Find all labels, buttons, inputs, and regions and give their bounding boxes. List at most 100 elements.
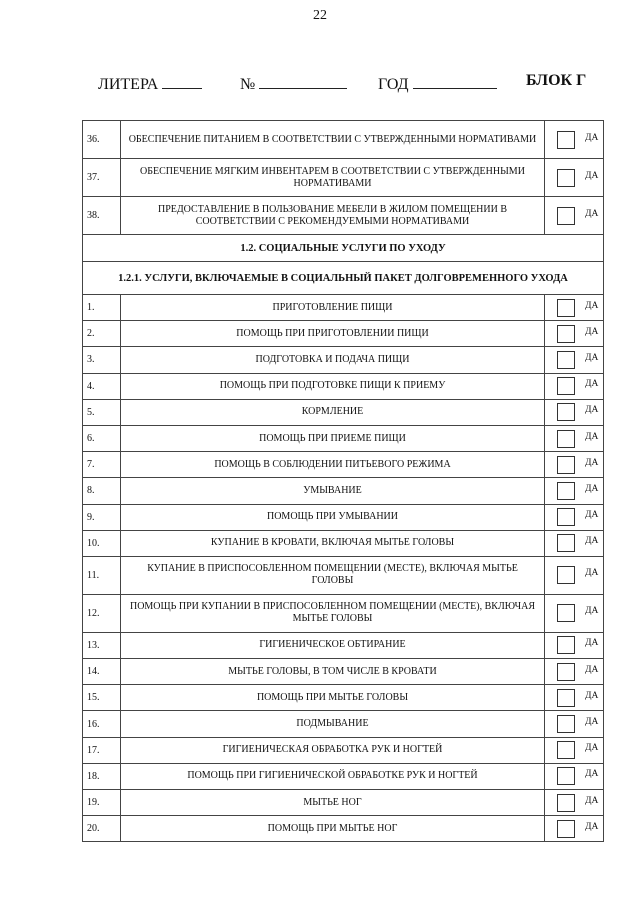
yes-label: ДА <box>585 431 599 442</box>
yes-label: ДА <box>585 769 599 780</box>
service-text: ПОМОЩЬ ПРИ КУПАНИИ В ПРИСПОСОБЛЕННОМ ПОМ… <box>120 593 545 633</box>
yes-cell: ДА <box>544 503 604 531</box>
yes-cell: ДА <box>544 120 604 159</box>
table-row: 19. МЫТЬЕ НОГ ДА <box>82 788 604 817</box>
yes-checkbox[interactable] <box>557 168 575 187</box>
row-number: 6. <box>82 424 121 453</box>
service-text: КУПАНИЕ В ПРИСПОСОБЛЕННОМ ПОМЕЩЕНИИ (МЕС… <box>120 555 545 595</box>
yes-label: ДА <box>585 568 599 579</box>
service-text: ПОДМЫВАНИЕ <box>120 710 545 738</box>
litera-field: ЛИТЕРА <box>98 74 203 94</box>
year-label: ГОД <box>378 76 409 93</box>
yes-cell: ДА <box>544 158 604 197</box>
yes-checkbox[interactable] <box>557 767 575 786</box>
table-row: 4. ПОМОЩЬ ПРИ ПОДГОТОВКЕ ПИЩИ К ПРИЕМУ Д… <box>82 372 604 400</box>
row-number: 20. <box>82 815 121 843</box>
yes-label: ДА <box>585 690 599 701</box>
yes-checkbox[interactable] <box>557 688 575 707</box>
yes-checkbox[interactable] <box>557 377 575 396</box>
service-text: ПОМОЩЬ ПРИ ПРИЕМЕ ПИЩИ <box>120 424 545 453</box>
yes-cell: ДА <box>544 293 604 322</box>
year-field: ГОД <box>378 74 497 94</box>
yes-label: ДА <box>585 457 599 468</box>
table-row: 8. УМЫВАНИЕ ДА <box>82 477 604 505</box>
row-number: 10. <box>82 529 121 557</box>
section-row: 1.2.1. УСЛУГИ, ВКЛЮЧАЕМЫЕ В СОЦИАЛЬНЫЙ П… <box>82 261 604 295</box>
row-number: 38. <box>82 196 121 235</box>
yes-checkbox[interactable] <box>557 324 575 343</box>
yes-label: ДА <box>585 326 599 337</box>
yes-label: ДА <box>585 664 599 675</box>
yes-label: ДА <box>585 170 599 181</box>
yes-cell: ДА <box>544 555 604 595</box>
yes-checkbox[interactable] <box>557 566 575 585</box>
service-text: ПОДГОТОВКА И ПОДАЧА ПИЩИ <box>120 346 545 374</box>
block-label: БЛОК Г <box>526 72 587 89</box>
number-blank[interactable] <box>259 74 348 89</box>
row-number: 3. <box>82 346 121 374</box>
row-number: 9. <box>82 503 121 531</box>
yes-cell: ДА <box>544 658 604 686</box>
section-heading: 1.2.1. УСЛУГИ, ВКЛЮЧАЕМЫЕ В СОЦИАЛЬНЫЙ П… <box>82 261 604 295</box>
yes-checkbox[interactable] <box>557 508 575 527</box>
yes-checkbox[interactable] <box>557 534 575 553</box>
yes-label: ДА <box>585 510 599 521</box>
yes-checkbox[interactable] <box>557 455 575 474</box>
service-text: ПРЕДОСТАВЛЕНИЕ В ПОЛЬЗОВАНИЕ МЕБЕЛИ В ЖИ… <box>120 196 545 235</box>
yes-checkbox[interactable] <box>557 662 575 681</box>
yes-checkbox[interactable] <box>557 206 575 225</box>
row-number: 36. <box>82 120 121 159</box>
yes-checkbox[interactable] <box>557 298 575 317</box>
table-row: 17. ГИГИЕНИЧЕСКАЯ ОБРАБОТКА РУК И НОГТЕЙ… <box>82 736 604 764</box>
yes-label: ДА <box>585 821 599 832</box>
yes-cell: ДА <box>544 684 604 712</box>
yes-label: ДА <box>585 208 599 219</box>
yes-label: ДА <box>585 743 599 754</box>
table-row: 14. МЫТЬЕ ГОЛОВЫ, В ТОМ ЧИСЛЕ В КРОВАТИ … <box>82 658 604 686</box>
yes-checkbox[interactable] <box>557 429 575 448</box>
litera-label: ЛИТЕРА <box>98 76 159 93</box>
row-number: 1. <box>82 293 121 322</box>
yes-cell: ДА <box>544 736 604 764</box>
yes-checkbox[interactable] <box>557 350 575 369</box>
row-number: 14. <box>82 658 121 686</box>
table-row: 12. ПОМОЩЬ ПРИ КУПАНИИ В ПРИСПОСОБЛЕННОМ… <box>82 593 604 633</box>
yes-cell: ДА <box>544 477 604 505</box>
litera-blank[interactable] <box>162 74 203 89</box>
yes-checkbox[interactable] <box>557 481 575 500</box>
service-text: ПРИГОТОВЛЕНИЕ ПИЩИ <box>120 293 545 322</box>
service-text: ПОМОЩЬ ПРИ МЫТЬЕ ГОЛОВЫ <box>120 684 545 712</box>
table-row: 11. КУПАНИЕ В ПРИСПОСОБЛЕННОМ ПОМЕЩЕНИИ … <box>82 555 604 595</box>
number-field: № <box>240 74 348 94</box>
yes-label: ДА <box>585 379 599 390</box>
table-row: 16. ПОДМЫВАНИЕ ДА <box>82 710 604 738</box>
yes-checkbox[interactable] <box>557 819 575 838</box>
yes-checkbox[interactable] <box>557 715 575 734</box>
table-row: 2. ПОМОЩЬ ПРИ ПРИГОТОВЛЕНИИ ПИЩИ ДА <box>82 320 604 348</box>
yes-checkbox[interactable] <box>557 793 575 812</box>
yes-checkbox[interactable] <box>557 403 575 422</box>
yes-cell: ДА <box>544 762 604 791</box>
row-number: 8. <box>82 477 121 505</box>
table-row: 3. ПОДГОТОВКА И ПОДАЧА ПИЩИ ДА <box>82 346 604 374</box>
service-text: ПОМОЩЬ ПРИ ПОДГОТОВКЕ ПИЩИ К ПРИЕМУ <box>120 372 545 400</box>
yes-checkbox[interactable] <box>557 636 575 655</box>
yes-cell: ДА <box>544 398 604 426</box>
table-row: 1. ПРИГОТОВЛЕНИЕ ПИЩИ ДА <box>82 293 604 322</box>
service-text: ПОМОЩЬ В СОБЛЮДЕНИИ ПИТЬЕВОГО РЕЖИМА <box>120 451 545 479</box>
year-blank[interactable] <box>412 74 497 89</box>
yes-cell: ДА <box>544 320 604 348</box>
yes-label: ДА <box>585 638 599 649</box>
yes-cell: ДА <box>544 593 604 633</box>
service-text: ПОМОЩЬ ПРИ ГИГИЕНИЧЕСКОЙ ОБРАБОТКЕ РУК И… <box>120 762 545 791</box>
yes-checkbox[interactable] <box>557 604 575 623</box>
service-text: ОБЕСПЕЧЕНИЕ ПИТАНИЕМ В СООТВЕТСТВИИ С УТ… <box>120 120 545 159</box>
table-row: 9. ПОМОЩЬ ПРИ УМЫВАНИИ ДА <box>82 503 604 531</box>
yes-cell: ДА <box>544 710 604 738</box>
table-row: 15. ПОМОЩЬ ПРИ МЫТЬЕ ГОЛОВЫ ДА <box>82 684 604 712</box>
service-text: ГИГИЕНИЧЕСКОЕ ОБТИРАНИЕ <box>120 631 545 660</box>
yes-checkbox[interactable] <box>557 741 575 760</box>
table-row: 37. ОБЕСПЕЧЕНИЕ МЯГКИМ ИНВЕНТАРЕМ В СООТ… <box>82 158 604 197</box>
yes-checkbox[interactable] <box>557 130 575 149</box>
number-label: № <box>240 76 256 93</box>
